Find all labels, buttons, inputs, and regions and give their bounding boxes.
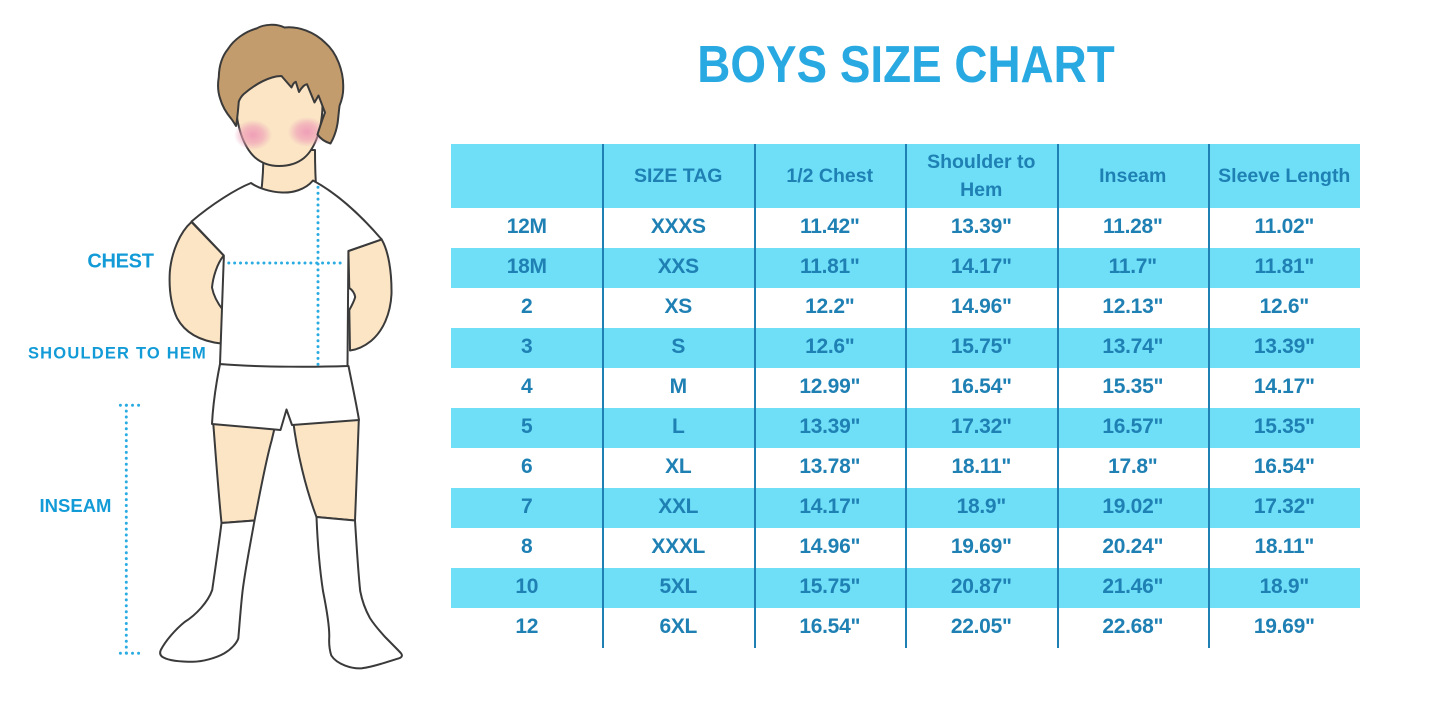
svg-text:CHEST: CHEST [87,251,153,273]
svg-text:INSEAM: INSEAM [40,495,112,516]
svg-text:SHOULDER TO HEM: SHOULDER TO HEM [28,345,207,363]
